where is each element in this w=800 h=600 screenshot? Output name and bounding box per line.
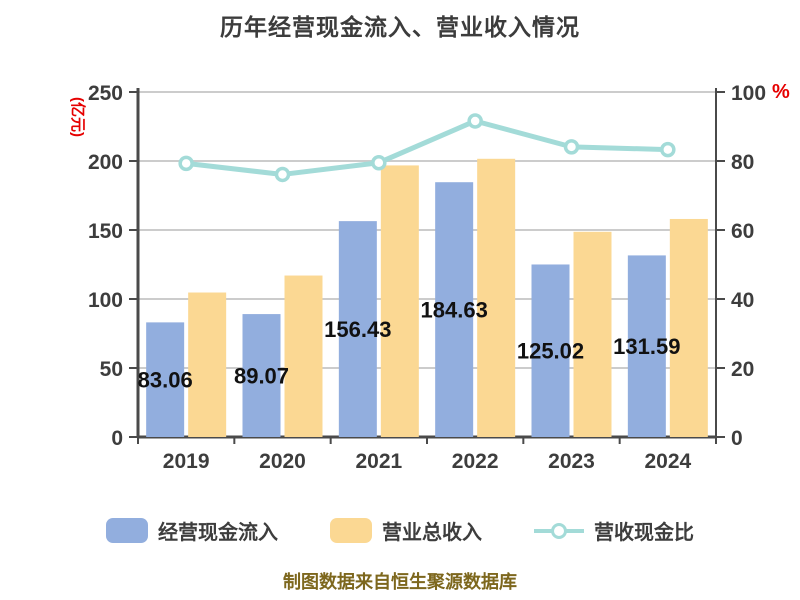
bar-value-label: 184.63 [421, 298, 488, 323]
right-axis-tick-label: 80 [731, 151, 754, 174]
line-marker-swatch-icon [534, 518, 584, 543]
legend-item-cash-revenue-ratio[interactable]: 营收现金比 [534, 516, 694, 545]
bar-cash-inflow [435, 182, 474, 437]
bar-cash-inflow [531, 264, 570, 437]
line-point-marker [371, 154, 387, 171]
bar-value-label: 125.02 [517, 339, 584, 364]
right-axis-unit: % [772, 81, 790, 103]
x-axis-category-label: 2020 [259, 450, 306, 473]
bar-total-revenue [477, 158, 516, 438]
bar-total-revenue [380, 165, 419, 437]
bar-cash-inflow [146, 322, 185, 437]
x-axis-category-label: 2023 [548, 450, 595, 473]
chart-legend: 经营现金流入 营业总收入 营收现金比 [0, 516, 800, 545]
legend-item-operating-cash-inflow[interactable]: 经营现金流入 [106, 516, 278, 545]
legend-label: 经营现金流入 [158, 522, 278, 544]
left-axis-tick-label: 50 [100, 358, 123, 381]
legend-label: 营收现金比 [594, 522, 694, 544]
legend-label: 营业总收入 [382, 522, 482, 544]
line-point-marker [274, 166, 291, 183]
data-source-caption: 制图数据来自恒生聚源数据库 [283, 572, 517, 592]
x-axis-category-label: 2024 [644, 450, 691, 473]
ratio-line [183, 118, 671, 177]
left-axis-tick-label: 100 [88, 289, 123, 312]
left-axis-tick-label: 0 [111, 427, 123, 450]
right-axis-tick-label: 60 [731, 220, 754, 243]
right-axis-tick-label: 20 [731, 358, 754, 381]
x-axis-category-label: 2019 [163, 450, 210, 473]
bar-total-revenue [188, 292, 227, 437]
bar-total-revenue [573, 231, 612, 437]
right-axis-tick-label: 40 [731, 289, 754, 312]
bar-value-label: 156.43 [324, 317, 391, 342]
bar-cash-inflow [338, 221, 377, 437]
bar-total-revenue [284, 275, 323, 437]
bar-value-label: 131.59 [613, 334, 680, 359]
x-axis-category-label: 2021 [355, 450, 402, 473]
line-point-marker [178, 155, 194, 172]
left-axis-tick-label: 150 [88, 220, 123, 243]
bar-cash-inflow [242, 314, 281, 437]
chart-title: 历年经营现金流入、营业收入情况 [220, 14, 580, 40]
bar-value-label: 89.07 [234, 364, 289, 389]
blue-bar-swatch-icon [106, 518, 148, 543]
line-point-marker [563, 139, 580, 155]
bar-cash-inflow [627, 255, 666, 437]
bar-value-label: 83.06 [138, 368, 193, 393]
x-axis-category-label: 2022 [452, 450, 499, 473]
left-axis-tick-label: 200 [88, 151, 123, 174]
bar-total-revenue [669, 218, 708, 437]
yellow-bar-swatch-icon [330, 518, 372, 543]
right-axis-tick-label: 0 [731, 427, 743, 450]
legend-item-total-revenue[interactable]: 营业总收入 [330, 516, 482, 545]
right-axis-tick-label: 100 [731, 82, 766, 105]
line-point-marker [467, 113, 483, 129]
left-axis-tick-label: 250 [88, 82, 123, 105]
line-point-marker [660, 141, 676, 158]
